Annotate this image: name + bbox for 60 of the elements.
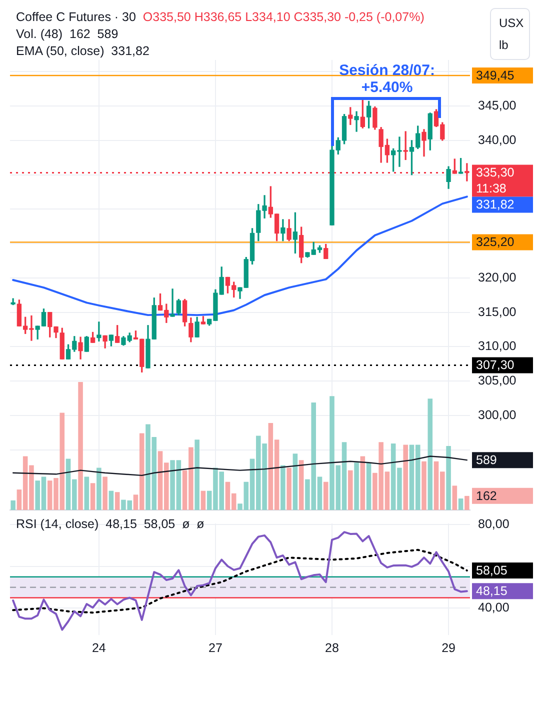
candlestick (96, 322, 102, 342)
bar (348, 470, 353, 510)
bar (96, 468, 102, 510)
ref-line-label: 325,20 (476, 235, 514, 250)
bar (108, 490, 114, 510)
bar (446, 446, 451, 510)
bar (200, 490, 206, 510)
bar (323, 482, 328, 510)
annotation: Sesión 28/07: +5.40% (339, 62, 435, 96)
ref-line-label: 307,30 (476, 358, 514, 372)
line-series (12, 548, 468, 614)
bar (464, 496, 470, 510)
ref-line-label: 349,45 (476, 68, 514, 82)
bar (84, 476, 90, 510)
y-tick-label: 300,00 (478, 408, 516, 422)
y-tick-label: 340,00 (478, 132, 516, 147)
bar (403, 444, 408, 510)
y-tick-label: 40,00 (478, 600, 510, 615)
text: Vol. (48) 162 589 (16, 27, 118, 41)
y-tick-label: 310,00 (478, 339, 516, 354)
ref-line-label: 335,30 11:38 (476, 166, 514, 196)
bar (422, 461, 426, 510)
bar (78, 382, 83, 510)
text: EMA (50, close) 331,82 (16, 44, 150, 58)
bar (366, 462, 372, 510)
annotation: RSI (14, close) 48,15 58,05 ø ø (16, 516, 204, 533)
text: 589 (476, 453, 497, 468)
x-tick-label: 24 (92, 640, 106, 655)
chart-subtitle: O335,50 H336,65 L334,10 C335,30 -0,25 (-0,07%) (142, 10, 424, 24)
bar (102, 476, 108, 510)
data-label: 48,15 (476, 584, 508, 598)
bar (194, 440, 200, 510)
bar (428, 398, 433, 510)
y-axis-title: USX lb (490, 8, 530, 60)
x-tick-label: 28 (325, 640, 339, 655)
bar (280, 465, 286, 510)
y-tick-label: 315,00 (478, 304, 516, 319)
y-tick-label: 305,00 (478, 374, 516, 388)
candlestick (354, 111, 359, 132)
text: 162 (476, 488, 497, 503)
bar (292, 454, 298, 510)
bar (458, 498, 464, 510)
bar (286, 468, 292, 510)
bar (360, 456, 366, 510)
candlestick (464, 163, 470, 182)
y-tick-label: 320,00 (478, 270, 516, 284)
bar (452, 486, 458, 510)
bar (90, 483, 96, 510)
y-tick-label: 345,00 (478, 98, 516, 113)
candlestick (170, 288, 175, 317)
bar (298, 460, 304, 510)
data-label: 331,82 (476, 198, 514, 212)
bar (10, 500, 16, 510)
bar (354, 462, 359, 510)
data-label: 58,05 (476, 563, 508, 578)
bar (114, 492, 120, 510)
x-tick-label: 29 (442, 640, 456, 655)
y-tick-label: 80,00 (478, 517, 510, 531)
chart-title: Coffee C Futures · 30 (16, 10, 136, 24)
x-tick-label: 27 (208, 640, 222, 655)
